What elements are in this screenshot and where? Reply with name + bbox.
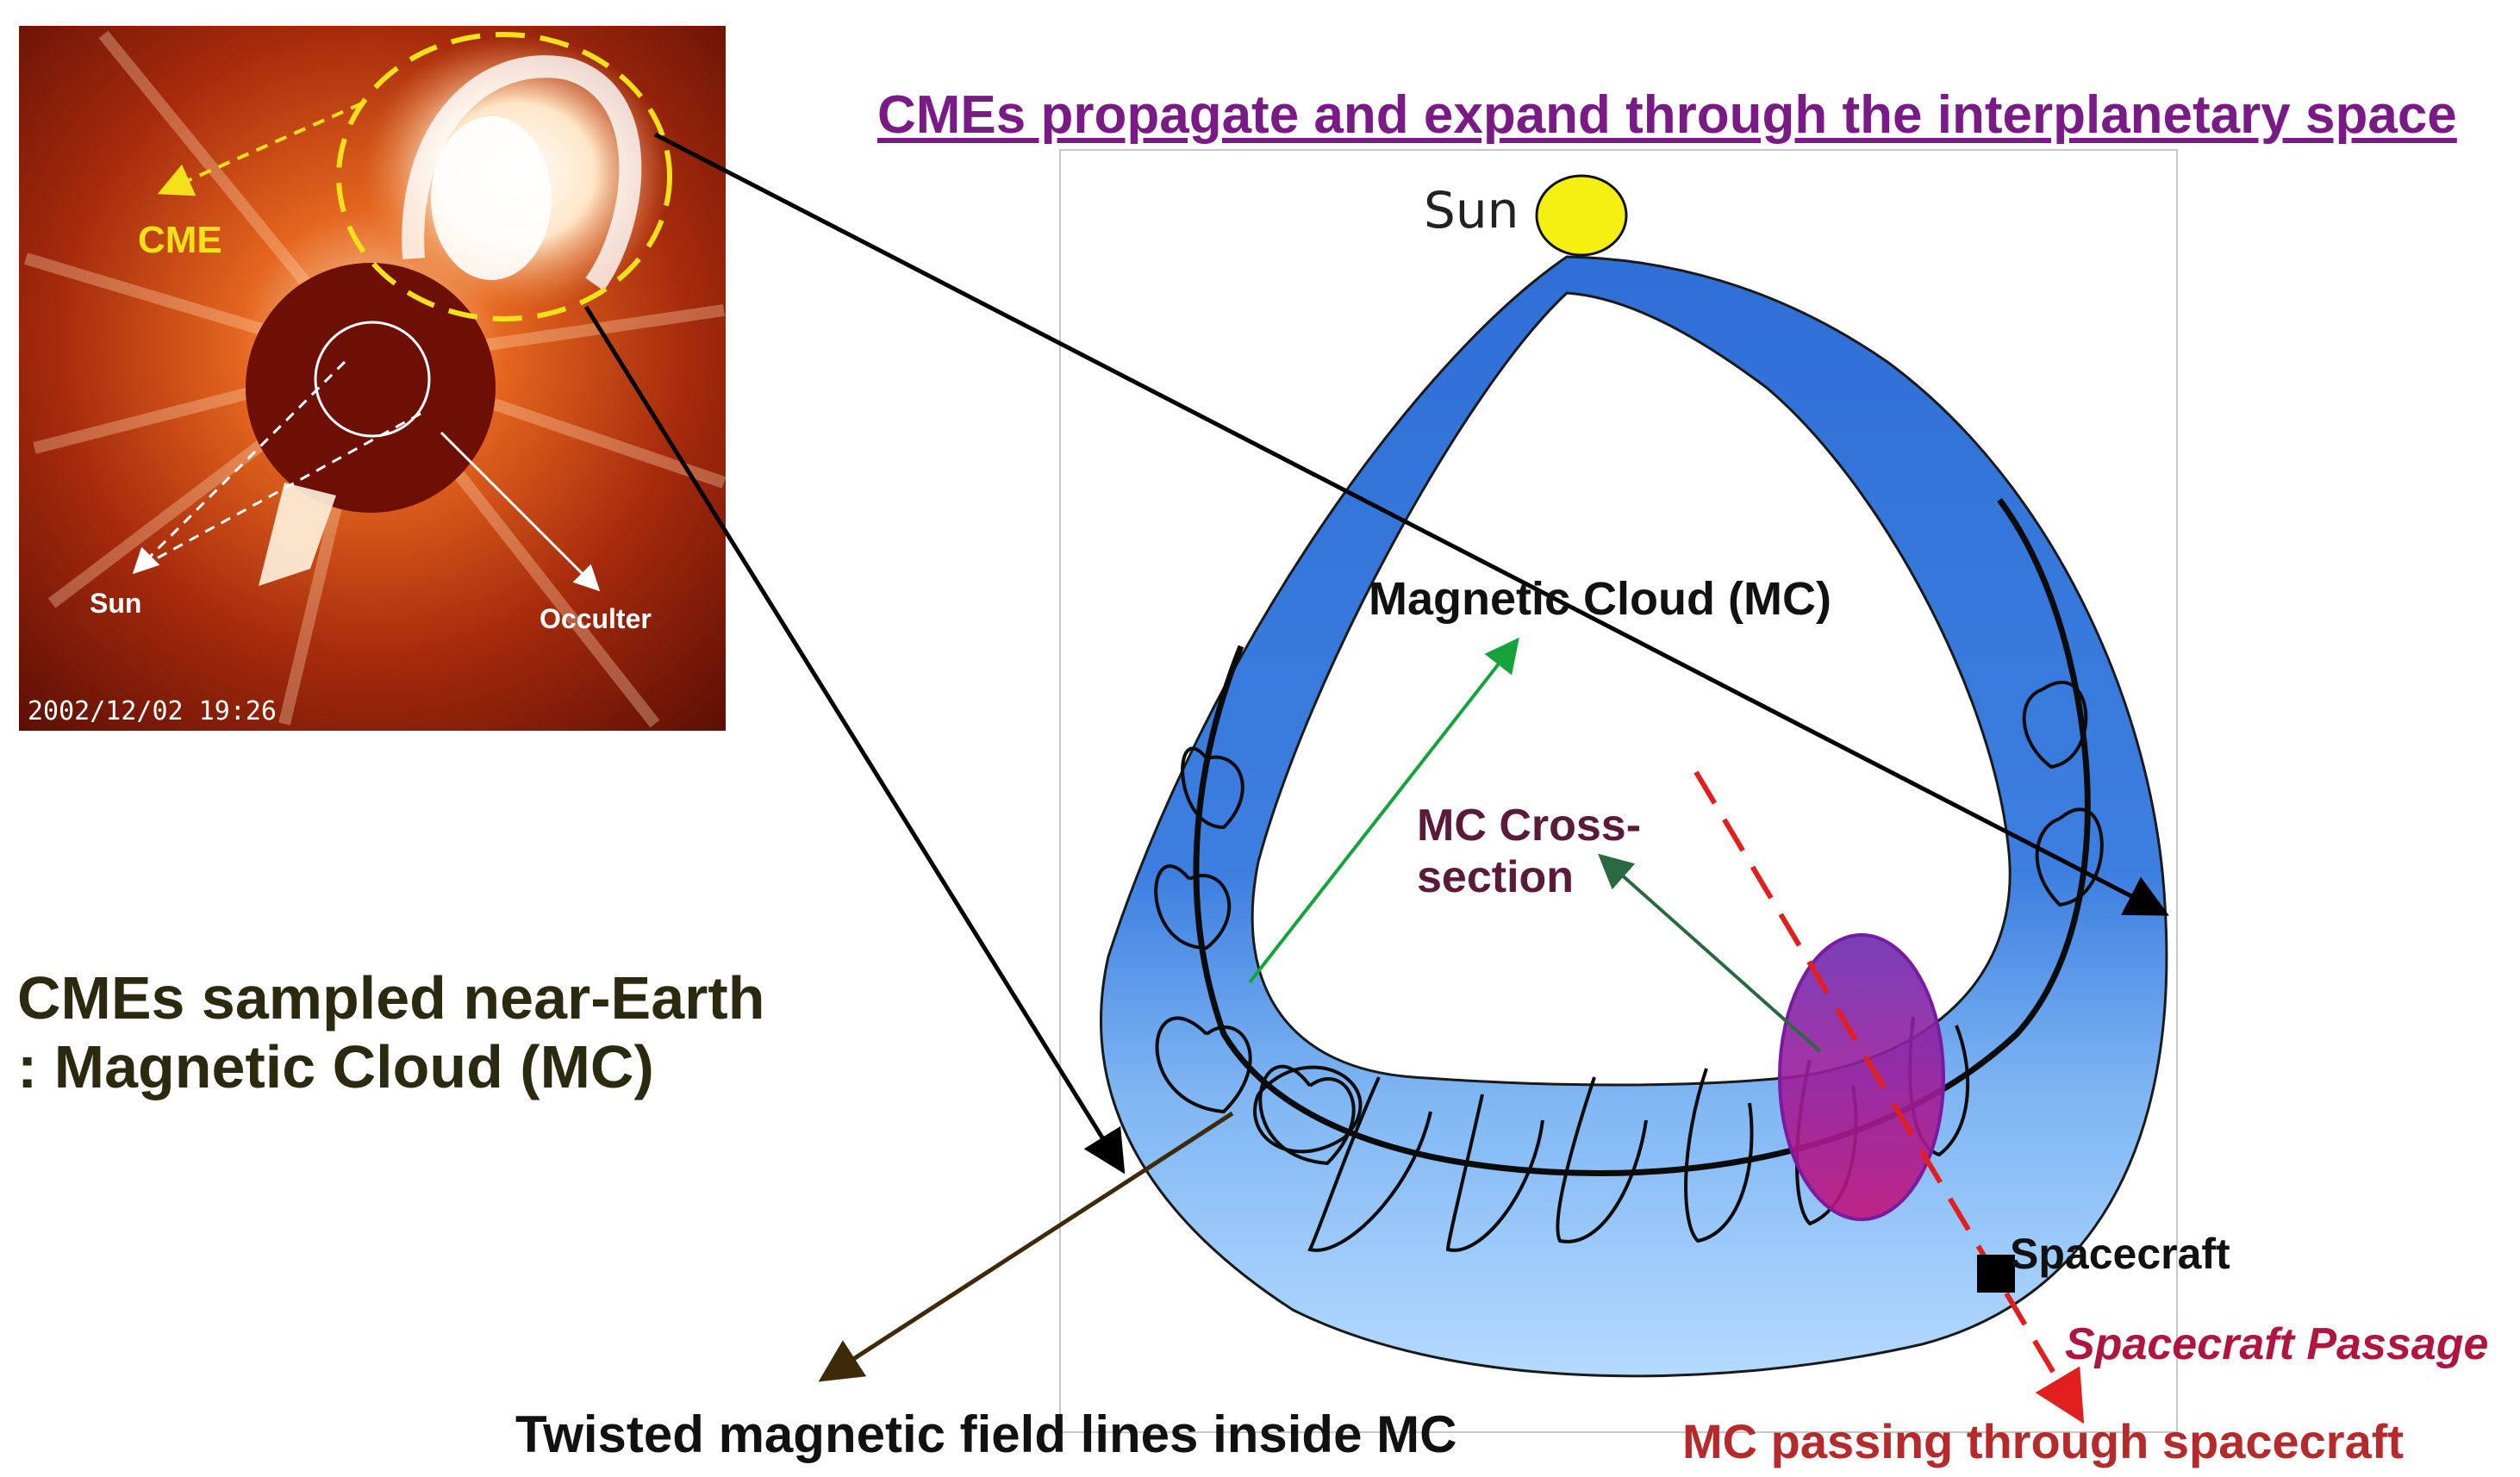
coronagraph-sun-label: Sun — [90, 588, 141, 620]
cme-label: CME — [138, 219, 222, 262]
twisted-field-lines-label: Twisted magnetic field lines inside MC — [515, 1405, 1456, 1464]
occulter-label: Occulter — [540, 603, 652, 635]
page-title: CMEs propagate and expand through the in… — [877, 84, 2457, 146]
mc-cross-section — [1780, 935, 1943, 1219]
cross-section-label-line1: MC Cross- — [1417, 800, 1641, 851]
cme-core — [431, 116, 552, 280]
cross-section-label-line2: section — [1417, 851, 1641, 903]
magnetic-cloud-label: Magnetic Cloud (MC) — [1369, 572, 1831, 626]
spacecraft-passage-label: Spacecraft Passage — [2065, 1318, 2488, 1370]
mc-passing-label: MC passing through spacecraft — [1682, 1413, 2404, 1469]
sampled-caption-line1: CMEs sampled near-Earth — [17, 963, 764, 1032]
cross-section-label: MC Cross- section — [1417, 800, 1641, 903]
sampled-caption-line2: : Magnetic Cloud (MC) — [17, 1032, 764, 1101]
image-timestamp: 2002/12/02 19:26 — [28, 696, 277, 726]
twisted-lines-arrow — [826, 1113, 1232, 1377]
sampled-caption: CMEs sampled near-Earth : Magnetic Cloud… — [17, 963, 764, 1101]
spacecraft-label: Spacecraft — [2010, 1229, 2230, 1279]
diagram-sun-label: Sun — [1424, 181, 1519, 240]
occulter-disk — [246, 263, 496, 513]
sun-circle — [1537, 176, 1626, 255]
